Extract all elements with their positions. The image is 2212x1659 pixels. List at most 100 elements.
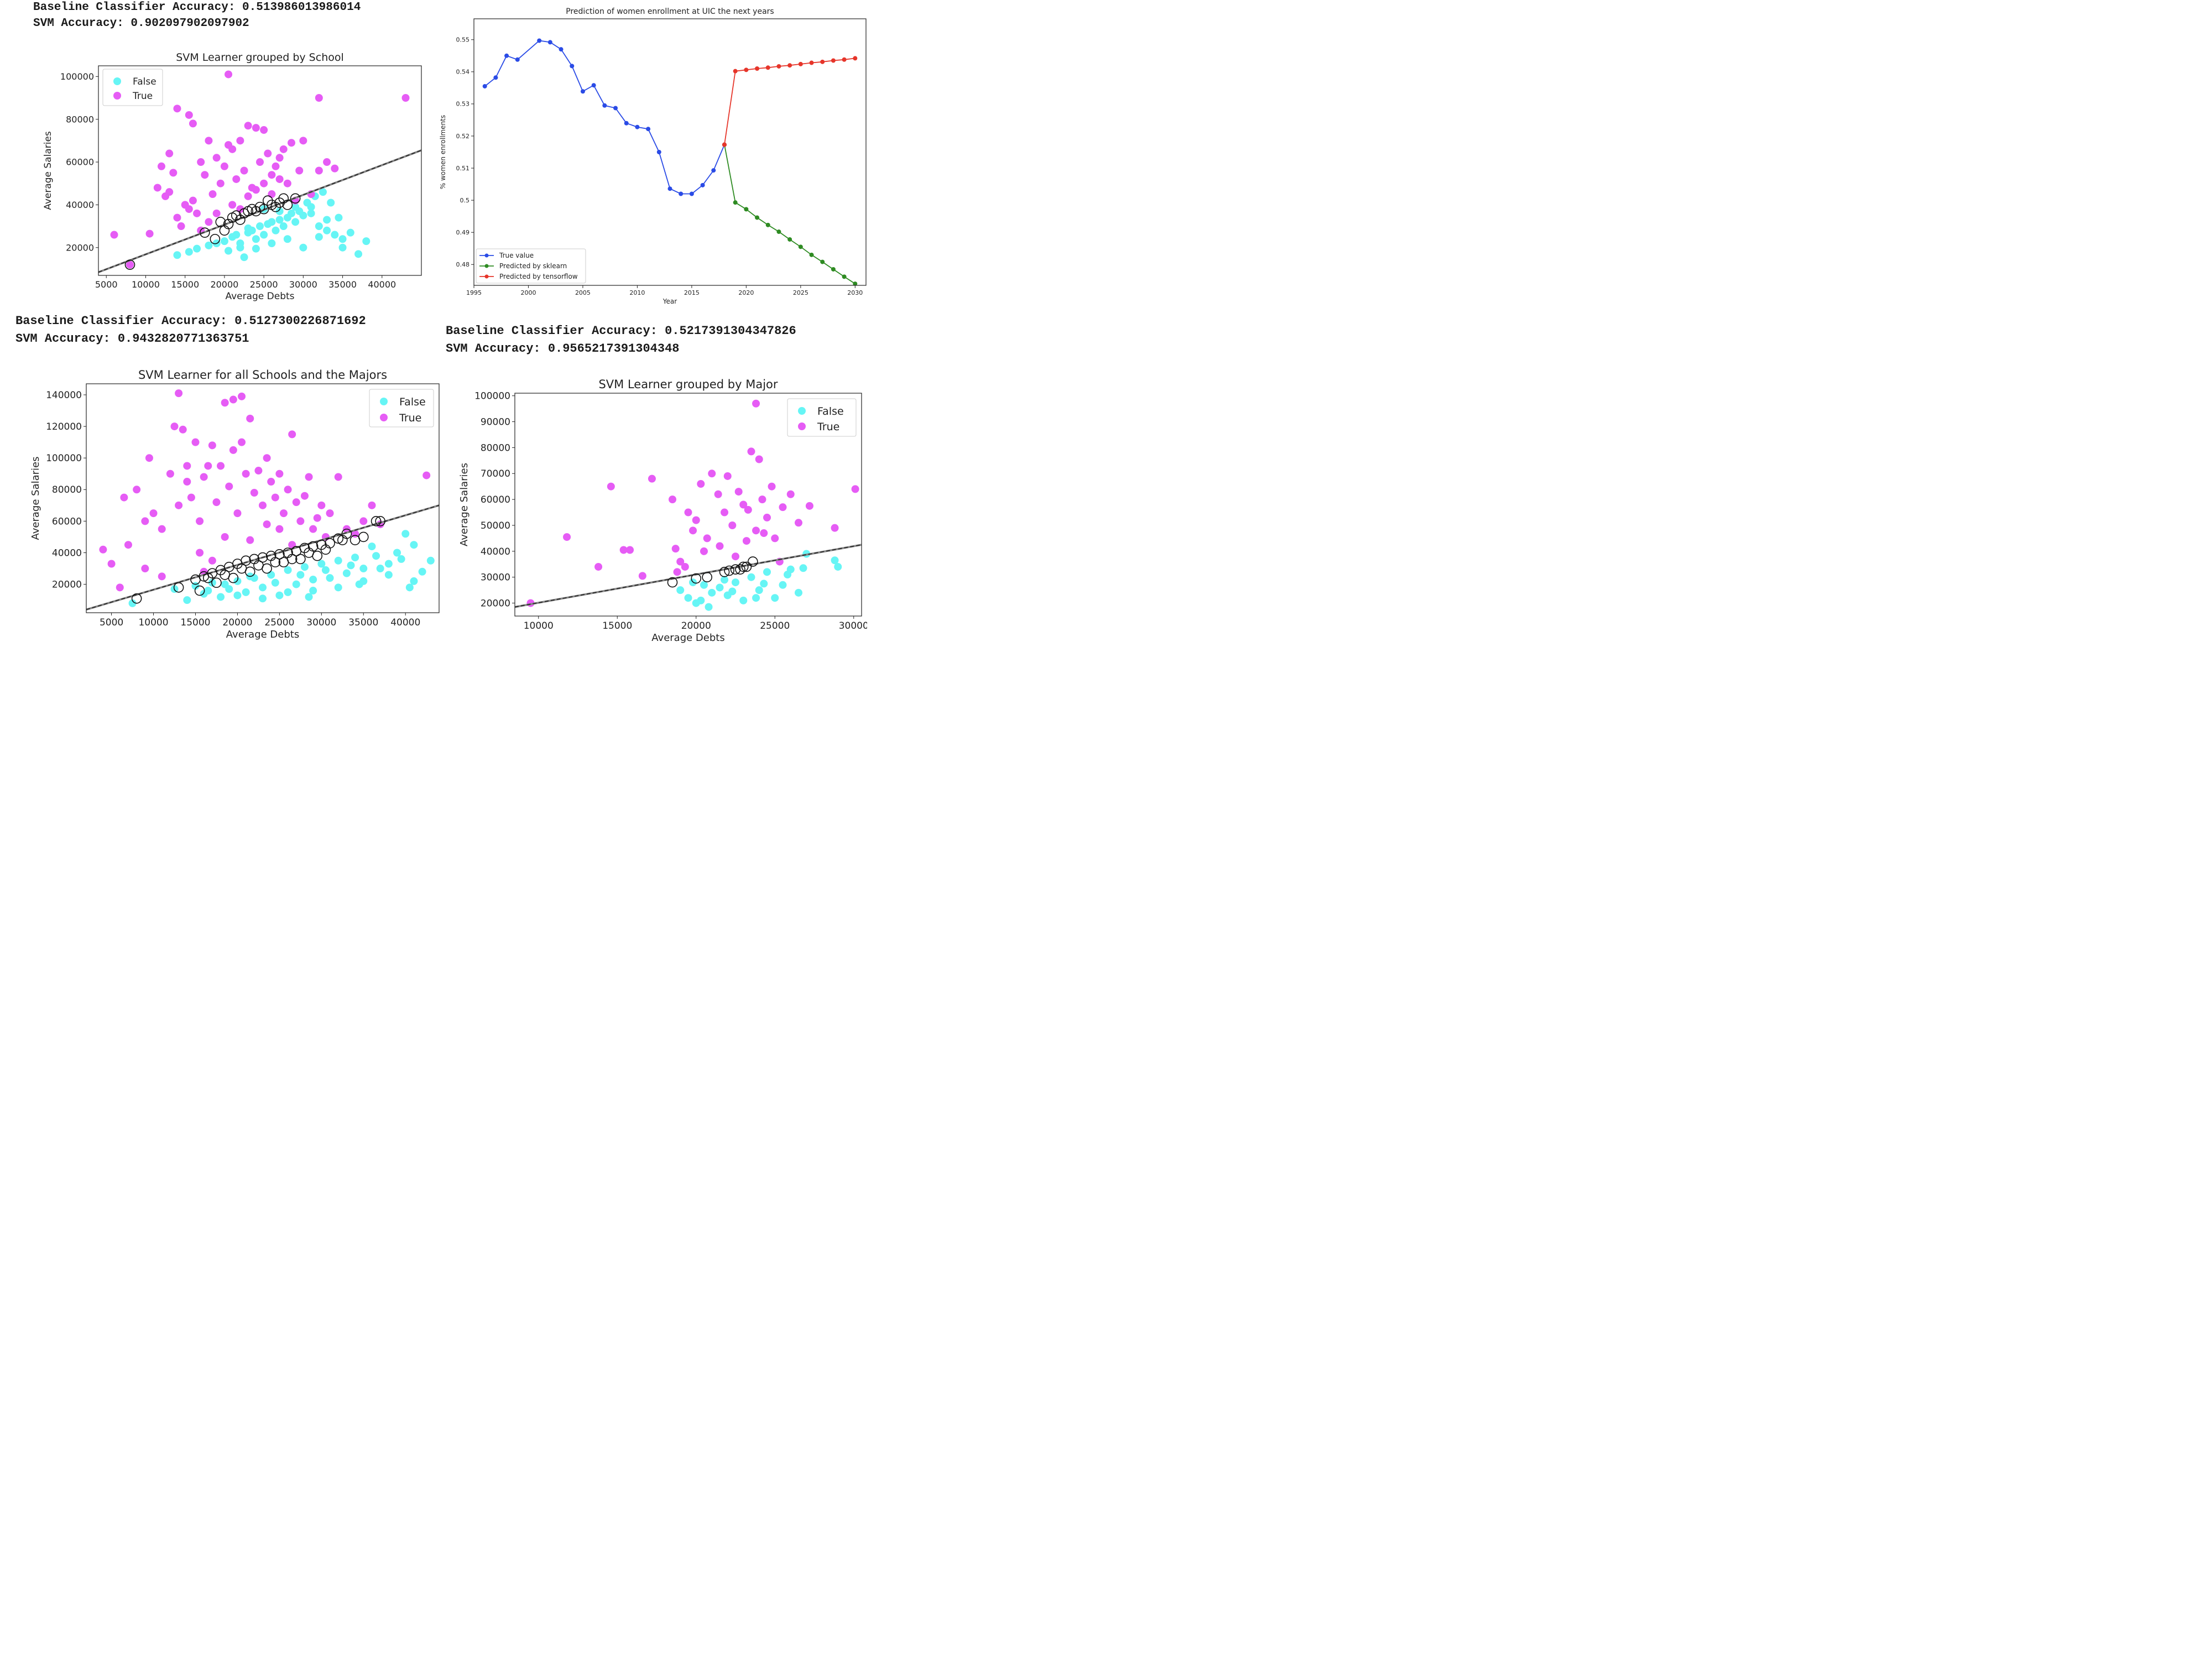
- data-point: [263, 454, 271, 462]
- support-vector: [333, 533, 344, 544]
- data-point: [842, 57, 847, 62]
- data-point: [732, 578, 739, 587]
- data-point: [225, 482, 233, 491]
- legend-swatch: [113, 77, 121, 85]
- data-point: [284, 588, 292, 596]
- data-point: [705, 603, 713, 611]
- data-point: [786, 490, 795, 498]
- data-point: [204, 587, 212, 595]
- y-tick-label: 0.53: [456, 101, 470, 108]
- data-point: [292, 498, 300, 507]
- support-vector: [253, 560, 264, 571]
- y-tick-label: 40000: [481, 546, 510, 557]
- support-vector: [286, 554, 298, 565]
- plot-area: [98, 70, 421, 273]
- data-point: [315, 222, 323, 231]
- data-point: [283, 235, 291, 243]
- data-point: [755, 455, 763, 463]
- data-point: [765, 65, 770, 70]
- data-point: [196, 517, 204, 525]
- x-tick-label: 5000: [100, 617, 123, 628]
- y-tick-label: 0.55: [456, 36, 470, 44]
- data-point: [279, 509, 288, 518]
- data-point: [733, 69, 738, 74]
- data-point: [355, 580, 363, 588]
- series-line: [484, 40, 725, 195]
- data-point: [547, 40, 552, 45]
- x-tick-label: 25000: [250, 279, 278, 290]
- data-point: [315, 233, 323, 241]
- legend-label: Predicted by sklearn: [499, 262, 567, 270]
- legend: False True: [787, 398, 857, 437]
- data-point: [809, 252, 814, 257]
- data-point: [667, 186, 672, 191]
- data-point: [267, 571, 275, 579]
- data-point: [359, 565, 368, 573]
- data-point: [299, 137, 307, 145]
- support-vector: [173, 582, 184, 593]
- data-point: [752, 594, 760, 602]
- support-vector: [220, 570, 230, 580]
- legend-swatch-dot: [484, 264, 489, 268]
- support-vector: [371, 516, 382, 526]
- support-vector: [358, 531, 369, 542]
- data-point: [173, 213, 181, 222]
- y-tick-label: 40000: [66, 200, 94, 210]
- data-point: [295, 166, 304, 175]
- y-tick-label: 90000: [481, 416, 510, 427]
- data-point: [831, 267, 836, 272]
- data-point: [309, 576, 317, 584]
- data-point: [275, 216, 284, 224]
- chart-p2: 1995 2000 2005 2010 2015 2020 2025 2030 0.48 0.49…: [439, 7, 867, 305]
- data-point: [776, 64, 781, 69]
- data-point: [193, 244, 201, 253]
- legend-swatch: [798, 407, 806, 415]
- data-point: [268, 218, 276, 226]
- data-point: [362, 237, 371, 246]
- data-point: [760, 529, 768, 538]
- legend: True value Predicted by sklearn Predicted …: [476, 248, 586, 284]
- data-point: [338, 243, 347, 252]
- data-point: [212, 154, 221, 162]
- data-point: [272, 226, 280, 234]
- legend: False True: [369, 389, 434, 427]
- y-tick-label: 20000: [481, 598, 510, 609]
- support-vector: [124, 259, 135, 270]
- data-point: [784, 571, 792, 579]
- data-point: [246, 414, 254, 422]
- data-point: [326, 574, 334, 582]
- x-tick-label: 1995: [466, 289, 482, 296]
- data-point: [354, 250, 363, 258]
- data-point: [284, 566, 292, 574]
- data-point: [744, 67, 749, 72]
- data-point: [191, 438, 200, 446]
- data-point: [145, 229, 154, 238]
- p4-baseline-accuracy: Baseline Classifier Accuracy: 0.52173913…: [446, 324, 796, 338]
- data-point: [779, 581, 787, 589]
- data-point: [201, 171, 209, 179]
- data-point: [268, 171, 276, 179]
- data-point: [319, 188, 327, 196]
- data-point: [676, 586, 685, 594]
- support-vector: [325, 538, 335, 549]
- y-tick-label: 30000: [481, 572, 510, 583]
- data-point: [334, 583, 342, 592]
- data-point: [120, 493, 128, 502]
- data-point: [271, 578, 279, 587]
- data-point: [275, 469, 284, 478]
- data-point: [331, 231, 339, 239]
- data-point: [244, 224, 252, 232]
- support-vector: [210, 233, 221, 244]
- data-point: [323, 226, 331, 234]
- x-tick-label: 40000: [368, 279, 396, 290]
- data-point: [170, 422, 179, 431]
- data-point: [242, 588, 250, 596]
- data-point: [335, 213, 343, 222]
- data-point: [594, 562, 603, 571]
- y-axis-label: % women enrollments: [439, 115, 447, 189]
- data-point: [787, 63, 792, 68]
- data-point: [331, 164, 339, 173]
- data-point: [236, 243, 244, 252]
- data-point: [272, 162, 280, 170]
- x-tick-label: 2030: [847, 289, 863, 296]
